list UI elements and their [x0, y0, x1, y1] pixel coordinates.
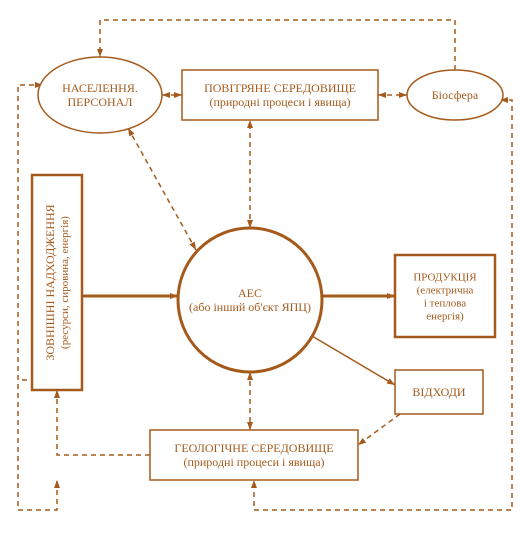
svg-text:НАСЕЛЕННЯ.: НАСЕЛЕННЯ.	[62, 81, 138, 95]
svg-text:АЕС: АЕС	[238, 286, 262, 300]
svg-text:ПРОДУКЦІЯ: ПРОДУКЦІЯ	[413, 271, 477, 283]
svg-text:ЗОВНІШНІ НАДХОДЖЕННЯ: ЗОВНІШНІ НАДХОДЖЕННЯ	[43, 204, 57, 360]
svg-text:(природні процеси і явища): (природні процеси і явища)	[183, 455, 324, 469]
svg-text:(природні процеси і явища): (природні процеси і явища)	[209, 95, 350, 109]
svg-text:ВІДХОДИ: ВІДХОДИ	[412, 385, 465, 399]
svg-text:ПОВІТРЯНЕ СЕРЕДОВИЩЕ: ПОВІТРЯНЕ СЕРЕДОВИЩЕ	[204, 81, 356, 95]
node-external: ЗОВНІШНІ НАДХОДЖЕННЯ(ресурси, сировина, …	[32, 175, 82, 390]
e-waste-geo	[358, 414, 400, 445]
e-loop-top	[100, 20, 455, 70]
svg-text:і теплова: і теплова	[424, 297, 466, 309]
svg-text:(електрична: (електрична	[417, 284, 474, 296]
svg-text:(ресурси, сировина, енергія): (ресурси, сировина, енергія)	[59, 216, 71, 349]
svg-text:Біосфера: Біосфера	[432, 88, 479, 102]
e-center-waste	[312, 336, 395, 385]
e-center-pop	[128, 128, 196, 250]
svg-text:ПЕРСОНАЛ: ПЕРСОНАЛ	[68, 95, 133, 109]
diagram-canvas: НАСЕЛЕННЯ.ПЕРСОНАЛПОВІТРЯНЕ СЕРЕДОВИЩЕ(п…	[0, 0, 526, 542]
e-geo-external	[57, 390, 150, 455]
svg-text:ГЕОЛОГІЧНЕ СЕРЕДОВИЩЕ: ГЕОЛОГІЧНЕ СЕРЕДОВИЩЕ	[174, 441, 333, 455]
svg-text:енергія): енергія)	[426, 310, 464, 322]
svg-text:(або інший об'єкт ЯПЦ): (або інший об'єкт ЯПЦ)	[189, 300, 311, 314]
